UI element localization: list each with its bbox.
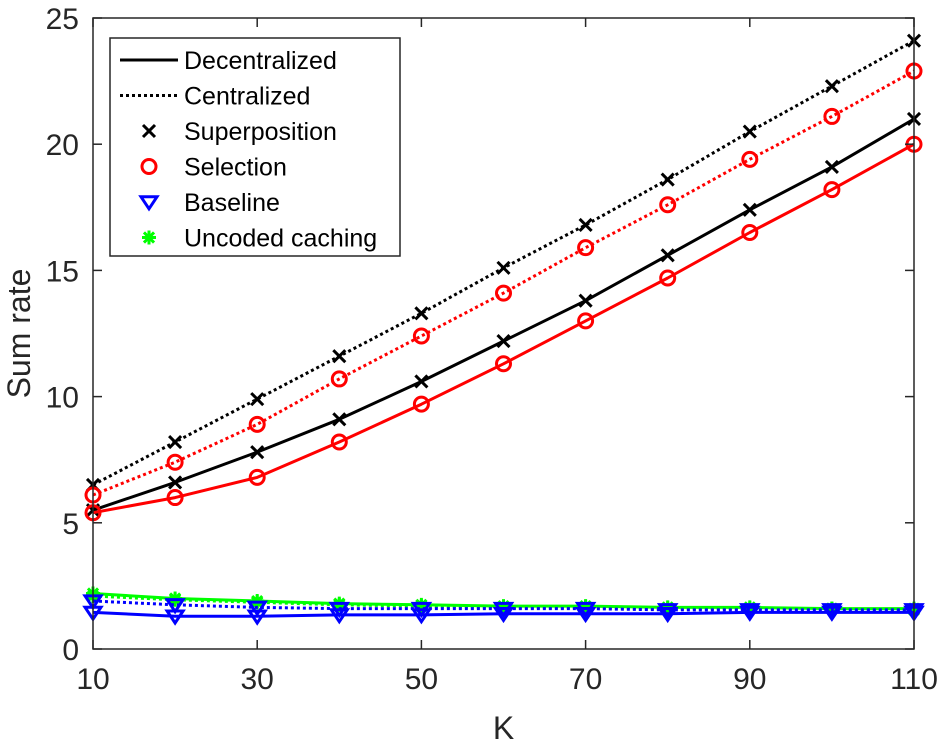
legend-marker-swatch [140, 158, 158, 175]
data-point [250, 392, 265, 407]
series-baseline-decentralized [82, 605, 925, 626]
data-point [412, 395, 430, 413]
x-tick-label: 50 [405, 663, 438, 696]
legend-item-superposition: Superposition [141, 118, 337, 146]
data-point [168, 475, 183, 490]
data-point [659, 269, 677, 287]
data-point [414, 374, 429, 389]
legend-item-selection: Selection [140, 154, 287, 182]
legend-marker-swatch [138, 195, 160, 212]
legend: Decentralized Centralized Superposition Sel… [109, 37, 401, 257]
data-point [414, 306, 429, 321]
legend-item-decentralized: Decentralized [120, 47, 337, 75]
series-line [92, 69, 915, 497]
data-point [659, 196, 677, 214]
legend-item-centralized: Centralized [120, 83, 310, 111]
axes-layer: 10 30 50 70 90 110 0 5 10 15 20 25 K Sum rate [1, 3, 938, 745]
data-point [495, 355, 512, 373]
data-point [410, 608, 433, 625]
x-tick-label: 70 [569, 663, 602, 696]
legend-label: Centralized [184, 83, 310, 111]
data-point [248, 468, 266, 486]
y-tick-label: 10 [46, 382, 79, 415]
data-point [577, 239, 595, 257]
series-selection-centralized [84, 62, 923, 504]
data-point [332, 412, 347, 427]
x-tick-label: 90 [733, 663, 766, 696]
data-point [741, 150, 759, 168]
legend-marker-swatch [141, 123, 157, 139]
data-point [164, 609, 186, 626]
series-line [92, 142, 915, 515]
series-line [92, 610, 914, 618]
data-point [823, 181, 841, 199]
data-point [824, 79, 839, 94]
x-tick-label: 10 [76, 663, 109, 696]
data-point [574, 606, 597, 624]
series-selection-decentralized [84, 135, 923, 522]
data-point [823, 107, 841, 125]
data-point [741, 224, 759, 242]
y-axis-label: Sum rate [1, 269, 37, 399]
y-tick-label: 20 [46, 129, 79, 162]
y-tick-label: 15 [46, 255, 79, 288]
data-point [660, 172, 675, 187]
plot-frame [92, 17, 915, 650]
data-point [414, 599, 429, 614]
data-point [330, 433, 348, 451]
data-point [246, 600, 269, 617]
x-axis-label: K [493, 710, 514, 745]
data-point [164, 598, 186, 615]
legend-label: Baseline [184, 189, 280, 217]
data-point [332, 349, 347, 364]
data-point [168, 434, 183, 450]
legend-box [109, 37, 401, 257]
data-point [492, 606, 515, 624]
x-tick-label: 30 [241, 663, 274, 696]
data-point [742, 202, 757, 217]
legend-label: Decentralized [184, 47, 337, 75]
data-point [248, 415, 266, 433]
data-point [578, 217, 593, 233]
series-layer [82, 33, 925, 626]
data-point [577, 312, 595, 330]
data-point [656, 606, 679, 624]
data-point [496, 260, 511, 275]
data-point [495, 284, 512, 302]
y-tick-label: 5 [62, 508, 79, 541]
data-point [166, 489, 184, 507]
data-point [166, 453, 184, 471]
data-point [656, 603, 679, 620]
legend-label: Selection [184, 154, 287, 182]
data-point [742, 124, 757, 139]
data-point [496, 334, 511, 349]
legend-item-uncoded-caching: Uncoded caching [142, 225, 377, 253]
data-point [328, 608, 351, 625]
legend-item-baseline: Baseline [138, 189, 280, 217]
legend-label: Uncoded caching [184, 225, 377, 253]
legend-label: Superposition [184, 118, 337, 146]
data-point [250, 445, 265, 460]
data-point [578, 293, 593, 308]
y-tick-label: 25 [46, 3, 79, 36]
data-point [412, 327, 430, 345]
data-point [246, 609, 269, 626]
data-point [738, 605, 761, 622]
data-point [824, 159, 839, 174]
y-tick-label: 0 [62, 634, 79, 667]
data-point [821, 605, 843, 622]
data-point [330, 370, 348, 388]
data-point [660, 248, 675, 263]
legend-marker-swatch [142, 230, 156, 245]
x-tick-label: 110 [890, 663, 938, 696]
